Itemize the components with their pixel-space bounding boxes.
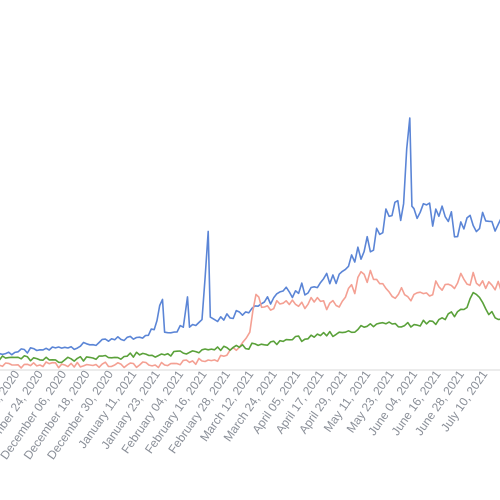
series-line-1 [0, 117, 500, 356]
series-line-3 [0, 291, 500, 364]
series-layer [0, 117, 500, 369]
series-line-2 [0, 269, 500, 369]
